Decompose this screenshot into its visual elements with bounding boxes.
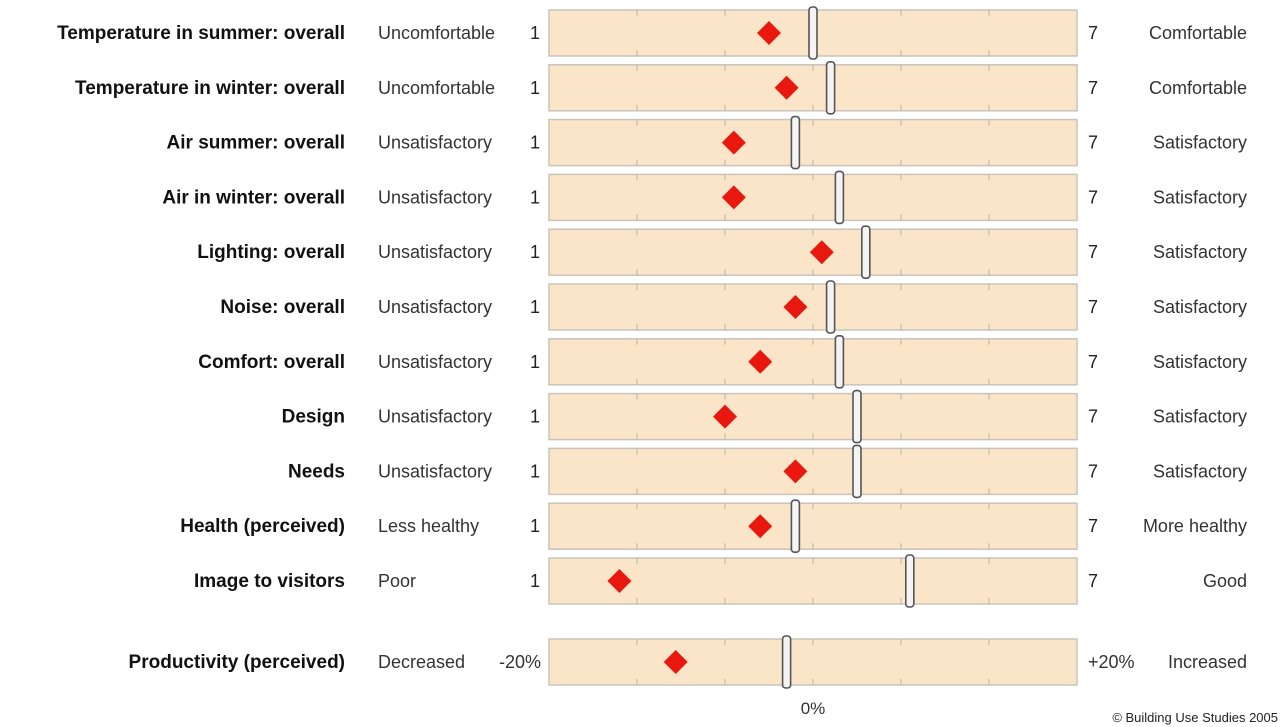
- row-9-scale-min: 1: [530, 516, 540, 536]
- row-3-low-label: Unsatisfactory: [378, 187, 492, 207]
- row-3-value-marker: [721, 185, 746, 210]
- row-5-high-label: Satisfactory: [1153, 297, 1247, 317]
- row-1-benchmark-marker: [825, 60, 836, 115]
- row-8-label: Needs: [288, 461, 345, 482]
- row-3-bar: [548, 173, 1078, 222]
- row-9-low-label: Less healthy: [378, 516, 479, 536]
- row-9-scale-max: 7: [1088, 516, 1098, 536]
- row-5-bar: [548, 283, 1078, 331]
- row-2-benchmark-marker: [790, 115, 801, 170]
- row-1-low-label: Uncomfortable: [378, 78, 495, 98]
- row-8-benchmark-marker: [852, 444, 862, 499]
- row-7-benchmark-marker: [852, 389, 862, 444]
- row-7-low-label: Unsatisfactory: [378, 407, 492, 427]
- row-0-benchmark-marker: [808, 6, 818, 60]
- row-9-value-marker: [748, 514, 773, 539]
- row-7-bar: [548, 392, 1078, 441]
- productivity-max-label: +20%: [1088, 652, 1135, 672]
- productivity-low-label: Decreased: [378, 652, 465, 672]
- row-6-scale-max: 7: [1088, 352, 1098, 372]
- row-10-label: Image to visitors: [194, 571, 345, 592]
- row-5-low-label: Unsatisfactory: [378, 297, 492, 317]
- row-10-low-label: Poor: [378, 571, 416, 591]
- row-6-benchmark-marker: [834, 334, 845, 389]
- row-2-label: Air summer: overall: [167, 133, 345, 154]
- row-2-low-label: Unsatisfactory: [378, 133, 492, 153]
- row-3-benchmark-marker: [834, 170, 845, 225]
- row-6-bar: [548, 338, 1078, 386]
- row-6-high-label: Satisfactory: [1153, 352, 1247, 372]
- row-3-high-label: Satisfactory: [1153, 187, 1247, 207]
- row-5-label: Noise: overall: [220, 297, 345, 318]
- row-8-low-label: Unsatisfactory: [378, 461, 492, 481]
- row-8-high-label: Satisfactory: [1153, 461, 1247, 481]
- productivity-benchmark-marker: [781, 635, 792, 689]
- row-4-value-marker: [809, 240, 834, 265]
- row-1-bar: [548, 64, 1078, 112]
- row-7-scale-min: 1: [530, 407, 540, 427]
- row-1-scale-max: 7: [1088, 78, 1098, 98]
- row-4-scale-max: 7: [1088, 242, 1098, 262]
- productivity-high-label: Increased: [1168, 652, 1247, 672]
- row-7-value-marker: [713, 404, 737, 429]
- row-10-scale-min: 1: [530, 571, 540, 591]
- row-8-scale-max: 7: [1088, 461, 1098, 481]
- row-9-high-label: More healthy: [1143, 516, 1247, 536]
- row-4-low-label: Unsatisfactory: [378, 242, 492, 262]
- row-7-scale-max: 7: [1088, 407, 1098, 427]
- row-9-label: Health (perceived): [180, 516, 345, 537]
- row-0-label: Temperature in summer: overall: [57, 23, 345, 44]
- row-3-label: Air in winter: overall: [162, 187, 345, 208]
- row-7-high-label: Satisfactory: [1153, 407, 1247, 427]
- row-2-value-marker: [721, 130, 746, 155]
- productivity-bar: [548, 638, 1078, 686]
- row-6-low-label: Unsatisfactory: [378, 352, 492, 372]
- row-9-benchmark-marker: [790, 499, 801, 554]
- row-2-high-label: Satisfactory: [1153, 133, 1247, 153]
- row-0-value-marker: [757, 21, 781, 45]
- row-4-high-label: Satisfactory: [1153, 242, 1247, 262]
- row-5-benchmark-marker: [825, 280, 836, 334]
- row-5-scale-max: 7: [1088, 297, 1098, 317]
- row-1-label: Temperature in winter: overall: [75, 78, 345, 99]
- row-4-label: Lighting: overall: [197, 242, 345, 263]
- row-10-value-marker: [607, 569, 632, 593]
- row-5-scale-min: 1: [530, 297, 540, 317]
- row-8-bar: [548, 447, 1078, 496]
- row-2-bar: [548, 118, 1078, 167]
- row-6-scale-min: 1: [530, 352, 540, 372]
- row-0-scale-max: 7: [1088, 23, 1098, 43]
- row-10-bar: [548, 557, 1078, 605]
- row-0-scale-min: 1: [530, 23, 540, 43]
- row-7-label: Design: [282, 407, 345, 428]
- row-4-benchmark-marker: [860, 225, 871, 279]
- row-8-scale-min: 1: [530, 461, 540, 481]
- row-8-value-marker: [783, 459, 808, 484]
- row-0-low-label: Uncomfortable: [378, 23, 495, 43]
- row-6-value-marker: [748, 349, 773, 374]
- row-2-scale-min: 1: [530, 133, 540, 153]
- row-2-scale-max: 7: [1088, 133, 1098, 153]
- row-4-scale-min: 1: [530, 242, 540, 262]
- row-1-value-marker: [774, 75, 799, 100]
- row-3-scale-max: 7: [1088, 187, 1098, 207]
- productivity-min-label: -20%: [499, 652, 541, 672]
- row-10-benchmark-marker: [904, 554, 915, 608]
- row-1-scale-min: 1: [530, 78, 540, 98]
- row-0-high-label: Comfortable: [1149, 23, 1247, 43]
- productivity-zero-label: 0%: [801, 699, 826, 718]
- row-10-scale-max: 7: [1088, 571, 1098, 591]
- row-9-bar: [548, 502, 1078, 550]
- row-5-value-marker: [783, 295, 808, 319]
- copyright-credit: © Building Use Studies 2005: [1112, 710, 1278, 725]
- row-6-label: Comfort: overall: [198, 352, 345, 373]
- row-3-scale-min: 1: [530, 187, 540, 207]
- row-1-high-label: Comfortable: [1149, 78, 1247, 98]
- productivity-value-marker: [663, 650, 688, 674]
- row-10-high-label: Good: [1203, 571, 1247, 591]
- productivity-label: Productivity (perceived): [129, 652, 345, 673]
